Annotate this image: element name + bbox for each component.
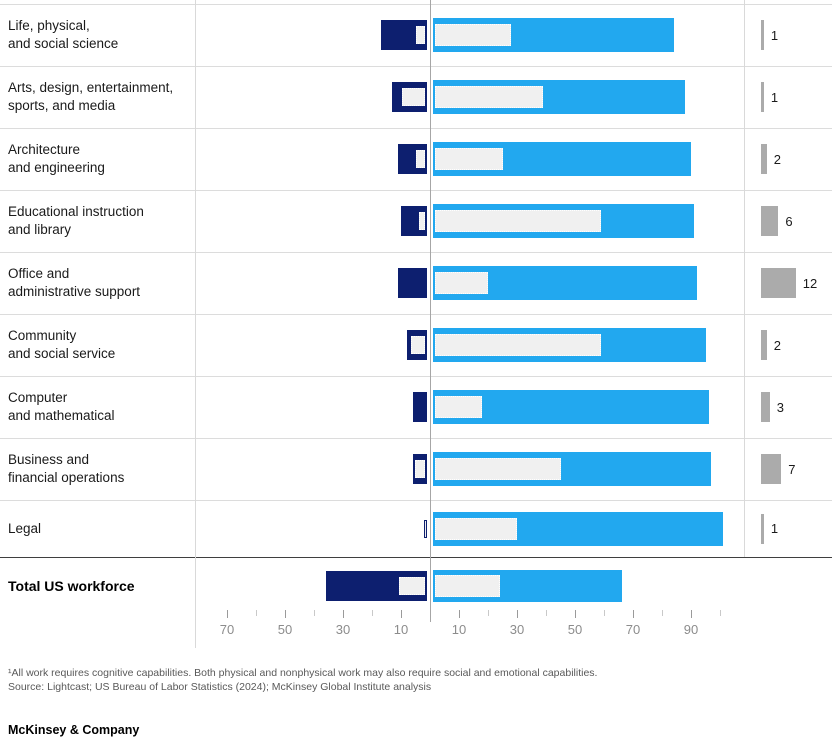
- nonphysical-social-emotional-overlay: [435, 396, 483, 418]
- axis-tick-label: 90: [683, 622, 699, 637]
- share-column-divider: [744, 0, 745, 557]
- employment-share-bar: [761, 20, 764, 50]
- axis-tick: [488, 610, 489, 616]
- row-separator-line: [0, 252, 832, 253]
- axis-tick-label: 10: [393, 622, 409, 637]
- nonphysical-social-emotional-overlay: [435, 148, 503, 170]
- nonphysical-social-emotional-overlay: [435, 458, 561, 480]
- nonphysical-social-emotional-overlay: [435, 575, 500, 597]
- physical-social-emotional-overlay: [416, 150, 425, 168]
- employment-share-value: 6: [785, 213, 793, 229]
- axis-tick: [256, 610, 257, 616]
- employment-share-value: 1: [770, 521, 779, 536]
- physical-bar: [398, 268, 427, 298]
- occupation-label: Computer and mathematical: [8, 390, 115, 423]
- nonphysical-social-emotional-overlay: [435, 210, 602, 232]
- row-separator-line: [0, 128, 832, 129]
- row-separator-line: [0, 190, 832, 191]
- physical-social-emotional-overlay: [419, 212, 425, 230]
- physical-social-emotional-overlay: [401, 88, 425, 106]
- axis-tick-label: 30: [509, 622, 525, 637]
- employment-share-bar: [761, 454, 782, 484]
- axis-tick: [720, 610, 721, 616]
- nonphysical-social-emotional-overlay: [435, 272, 489, 294]
- axis-tick: [517, 610, 518, 618]
- axis-tick: [546, 610, 547, 616]
- employment-share-bar: [761, 268, 796, 298]
- occupation-label: Office and administrative support: [8, 266, 141, 299]
- employment-share-value: 1: [770, 27, 779, 43]
- employment-share-bar: [761, 206, 779, 236]
- row-separator-line: [0, 438, 832, 439]
- axis-tick: [662, 610, 663, 616]
- nonphysical-social-emotional-overlay: [435, 86, 544, 108]
- row-separator-line: [0, 314, 832, 315]
- physical-bar: [412, 392, 427, 422]
- occupation-label: Community and social service: [8, 328, 116, 361]
- axis-tick: [691, 610, 692, 618]
- nonphysical-social-emotional-overlay: [435, 517, 518, 540]
- axis-tick: [459, 610, 460, 618]
- employment-share-bar: [761, 330, 767, 360]
- axis-tick: [285, 610, 286, 618]
- physical-social-emotional-overlay: [414, 460, 425, 478]
- employment-share-bar: [761, 82, 764, 112]
- nonphysical-social-emotional-overlay: [435, 334, 602, 356]
- axis-tick: [372, 610, 373, 616]
- axis-tick: [401, 610, 402, 618]
- occupation-label: Educational instruction and library: [8, 204, 144, 237]
- total-section-divider: [0, 557, 832, 558]
- axis-tick: [314, 610, 315, 616]
- occupation-label: Arts, design, entertainment, sports, and…: [8, 80, 174, 113]
- row-separator-line: [0, 4, 832, 5]
- physical-social-emotional-overlay: [416, 26, 425, 44]
- axis-tick-label: 30: [335, 622, 351, 637]
- occupation-label: Legal: [8, 520, 42, 536]
- employment-share-value: 2: [773, 337, 782, 353]
- total-row-label: Total US workforce: [8, 577, 135, 594]
- physical-social-emotional-overlay: [398, 577, 425, 595]
- axis-tick: [343, 610, 344, 618]
- source-text: Source: Lightcast; US Bureau of Labor St…: [8, 681, 432, 693]
- employment-share-bar: [761, 144, 767, 174]
- row-separator-line: [0, 500, 832, 501]
- physical-bar-hatched: [424, 519, 427, 538]
- occupation-label: Business and financial operations: [8, 452, 125, 485]
- employment-share-value: 12: [802, 275, 818, 291]
- row-separator-line: [0, 376, 832, 377]
- axis-tick: [575, 610, 576, 618]
- axis-tick: [604, 610, 605, 616]
- axis-tick-label: 70: [219, 622, 235, 637]
- axis-tick: [633, 610, 634, 618]
- employment-share-value: 3: [776, 399, 784, 415]
- physical-social-emotional-overlay: [410, 336, 425, 354]
- nonphysical-social-emotional-overlay: [435, 24, 512, 46]
- row-separator-line: [0, 66, 832, 67]
- employment-share-value: 7: [788, 461, 796, 477]
- employment-share-bar: [761, 392, 770, 422]
- brand-wordmark: McKinsey & Company: [8, 723, 140, 737]
- axis-tick: [227, 610, 228, 618]
- occupation-label: Architecture and engineering: [8, 142, 105, 175]
- occupation-label: Life, physical, and social science: [8, 18, 119, 51]
- axis-tick-label: 70: [625, 622, 641, 637]
- employment-share-value: 2: [773, 151, 782, 167]
- employment-share-bar: [761, 513, 764, 544]
- zero-axis-line: [430, 0, 431, 622]
- employment-share-value: 1: [770, 89, 779, 105]
- axis-tick-label: 10: [451, 622, 467, 637]
- axis-tick-label: 50: [277, 622, 293, 637]
- footnote-text: ¹All work requires cognitive capabilitie…: [8, 667, 598, 679]
- axis-tick-label: 50: [567, 622, 583, 637]
- label-column-divider: [195, 0, 196, 648]
